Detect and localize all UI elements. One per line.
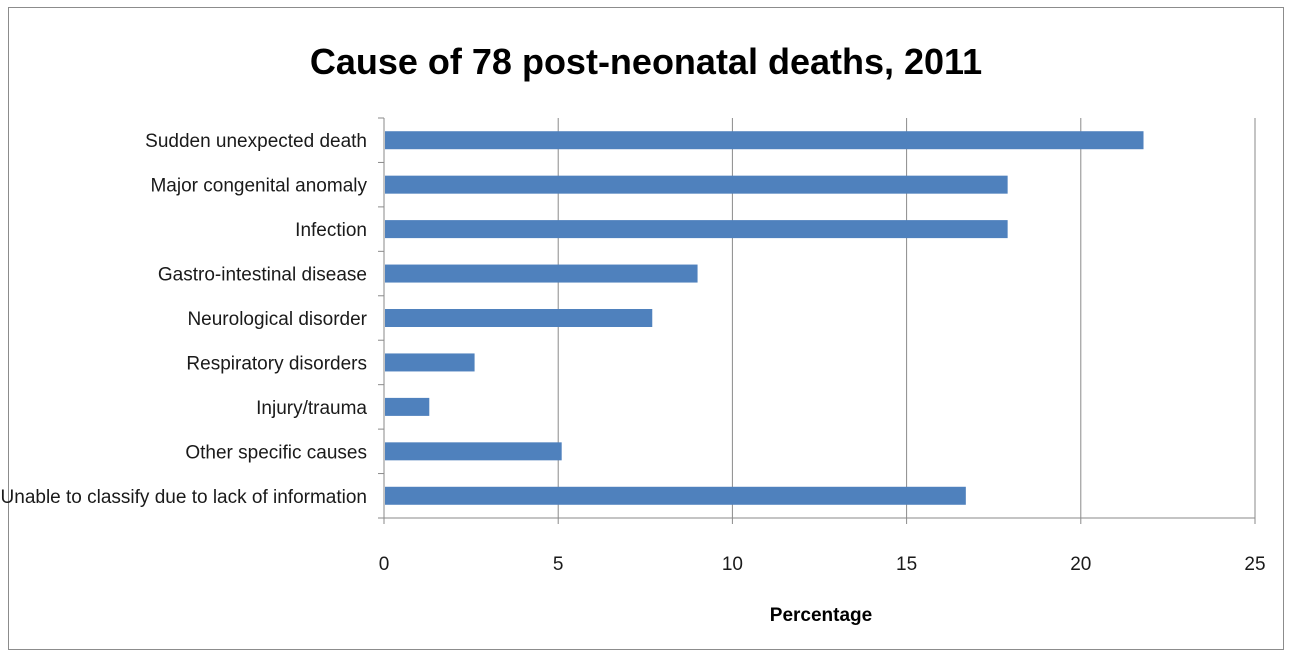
x-tick-label: 25 bbox=[1244, 554, 1265, 575]
axes bbox=[378, 117, 1256, 524]
category-label: Major congenital anomaly bbox=[150, 176, 367, 197]
category-label: Respiratory disorders bbox=[186, 353, 367, 374]
bar bbox=[385, 442, 562, 461]
chart-title: Cause of 78 post-neonatal deaths, 2011 bbox=[310, 41, 982, 82]
x-tick-label: 0 bbox=[379, 554, 390, 575]
bar bbox=[385, 309, 653, 327]
bar bbox=[385, 353, 475, 372]
bar bbox=[385, 131, 1144, 150]
x-tick-label: 15 bbox=[896, 554, 917, 575]
bar bbox=[385, 220, 1008, 239]
x-tick-label: 10 bbox=[722, 554, 743, 575]
chart-frame bbox=[8, 7, 1284, 650]
category-label: Neurological disorder bbox=[187, 309, 367, 330]
category-label: Injury/trauma bbox=[256, 398, 367, 419]
bars bbox=[385, 131, 1144, 505]
x-tick-label: 5 bbox=[553, 554, 564, 575]
category-labels: Sudden unexpected death Major congenital … bbox=[1, 131, 368, 508]
x-axis-title: Percentage bbox=[770, 605, 872, 626]
category-label: Other specific causes bbox=[185, 442, 367, 463]
x-tick-labels: 0 5 10 15 20 25 bbox=[379, 554, 1266, 575]
bar bbox=[385, 175, 1008, 194]
category-label: Gastro-intestinal disease bbox=[158, 265, 367, 286]
x-tick-label: 20 bbox=[1070, 554, 1091, 575]
category-label: Sudden unexpected death bbox=[145, 131, 367, 152]
bar bbox=[385, 486, 966, 505]
category-label: Infection bbox=[295, 220, 367, 241]
category-label: Unable to classify due to lack of inform… bbox=[1, 487, 367, 508]
bar bbox=[385, 264, 698, 283]
bar bbox=[385, 397, 430, 416]
